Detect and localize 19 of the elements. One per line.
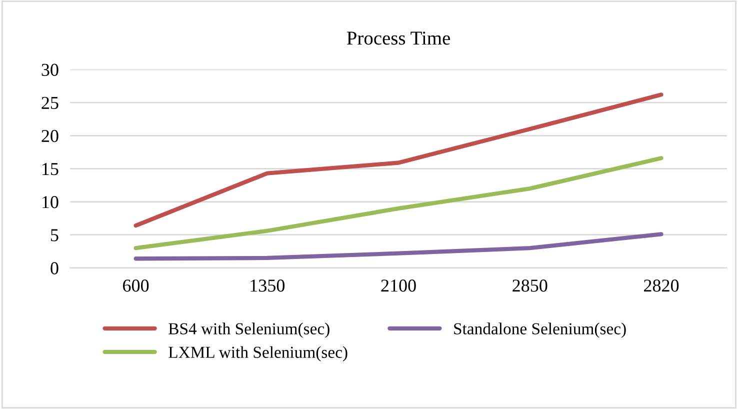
legend-label: BS4 with Selenium(sec)	[168, 322, 330, 338]
legend-label: Standalone Selenium(sec)	[454, 322, 626, 338]
chart-title: Process Time	[346, 32, 450, 45]
line-series	[134, 156, 664, 250]
x-tick-label: 600	[123, 280, 149, 292]
x-tick-label: 2100	[381, 280, 416, 292]
y-tick-label: 30	[42, 64, 58, 76]
y-tick-label: 10	[42, 196, 58, 208]
y-tick-label: 5	[51, 229, 58, 242]
x-tick-label: 1350	[250, 280, 285, 292]
x-tick-label: 2820	[644, 280, 679, 292]
x-tick-label: 2850	[512, 280, 548, 292]
line-series	[134, 92, 664, 228]
y-tick-label: 20	[42, 130, 58, 142]
y-tick-label: 0	[50, 262, 58, 274]
line-series	[134, 232, 664, 261]
legend-label: LXML with Selenium(sec)	[168, 346, 348, 362]
y-tick-label: 25	[42, 96, 58, 110]
y-tick-label: 15	[42, 163, 58, 176]
